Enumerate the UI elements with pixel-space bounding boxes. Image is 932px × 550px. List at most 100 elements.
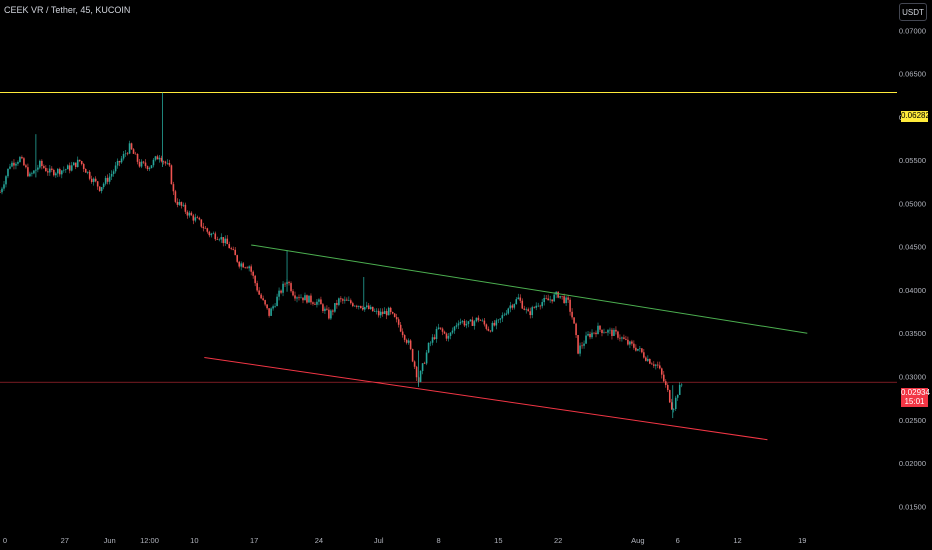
candle-body [290, 283, 292, 292]
currency-button[interactable]: USDT [899, 3, 927, 21]
candle-body [186, 211, 189, 216]
candle-body [523, 308, 526, 310]
candle-body [489, 330, 492, 332]
candle-body [156, 156, 159, 160]
candle-body [655, 364, 657, 366]
candle-body [607, 330, 609, 333]
candle-body [405, 339, 408, 343]
candle-body [419, 371, 422, 382]
candle-body [234, 249, 237, 256]
candle-body [509, 305, 512, 309]
candle-body [651, 363, 653, 365]
candle-body [413, 361, 416, 367]
candle-body [322, 304, 324, 312]
candle-body [381, 311, 384, 314]
candle-body [397, 319, 400, 325]
candle-body [270, 308, 272, 316]
candle-body [178, 202, 181, 205]
candle-body [623, 337, 625, 339]
candle-body [487, 328, 490, 331]
candle-body [266, 304, 268, 309]
x-tick-label: Jun [104, 536, 116, 545]
x-tick-label: 0 [3, 536, 7, 545]
candle-body [531, 307, 534, 316]
x-tick-label: 19 [798, 536, 806, 545]
candle-body [551, 299, 553, 302]
candle-body [615, 329, 617, 332]
candle-body [385, 311, 388, 316]
candle-body [108, 176, 111, 182]
candle-body [549, 299, 551, 301]
candle-body [401, 331, 404, 336]
candle-body [359, 305, 362, 309]
candle-body [110, 173, 113, 177]
candle-body [515, 299, 518, 305]
candle-body [342, 299, 344, 301]
candle-body [403, 335, 406, 340]
candle-body [144, 162, 147, 167]
candle-body [603, 332, 605, 334]
candle-body [647, 359, 649, 361]
candle-body [242, 263, 244, 268]
candle-body [617, 331, 619, 338]
candle-body [162, 161, 165, 162]
candle-body [423, 363, 426, 364]
candle-body [479, 320, 482, 321]
candle-body [252, 271, 254, 276]
candle-body [511, 305, 514, 308]
candle-body [453, 326, 456, 331]
candle-body [316, 301, 318, 305]
candle-body [106, 177, 109, 182]
candle-body [569, 299, 571, 312]
candle-body [589, 333, 591, 338]
candle-body [45, 167, 47, 172]
candle-body [3, 184, 5, 189]
candle-body [465, 323, 468, 326]
candle-body [668, 390, 671, 403]
candle-body [557, 291, 559, 298]
candle-body [236, 255, 239, 262]
candle-body [98, 186, 101, 192]
candle-body [481, 320, 484, 322]
candle-body [505, 313, 508, 315]
candle-body [124, 153, 127, 155]
candle-body [216, 239, 219, 240]
candle-body [166, 163, 169, 164]
candle-body [240, 263, 242, 267]
candle-body [298, 297, 300, 299]
candle-body [176, 201, 179, 205]
candle-body [188, 212, 191, 216]
candle-body [533, 307, 536, 308]
candle-body [395, 317, 398, 320]
candle-body [180, 202, 183, 206]
candle-body [383, 311, 386, 314]
candle-body [593, 332, 595, 334]
candle-body [547, 298, 549, 301]
candle-body [497, 319, 500, 321]
candle-body [678, 384, 681, 395]
candle-body [521, 300, 524, 309]
candle-body [563, 296, 565, 304]
x-tick-label: 24 [315, 536, 323, 545]
candle-body [112, 171, 115, 174]
candle-body [449, 332, 452, 336]
candle-body [254, 275, 256, 284]
candle-body [138, 161, 141, 167]
countdown-label: 15:01 [904, 397, 925, 406]
candle-body [324, 308, 326, 312]
candle-body [447, 335, 450, 339]
candle-body [9, 166, 11, 169]
candle-body [674, 397, 677, 410]
candle-body [334, 303, 336, 312]
candle-body [467, 321, 470, 324]
candle-body [66, 165, 69, 170]
candle-body [238, 261, 240, 267]
candle-body [33, 170, 35, 174]
candle-body [653, 364, 655, 366]
lower-trendline [204, 356, 768, 441]
candle-body [192, 215, 195, 221]
y-tick-label: 0.03000 [899, 373, 926, 382]
level-price-badge: 0.06282 [901, 111, 930, 122]
